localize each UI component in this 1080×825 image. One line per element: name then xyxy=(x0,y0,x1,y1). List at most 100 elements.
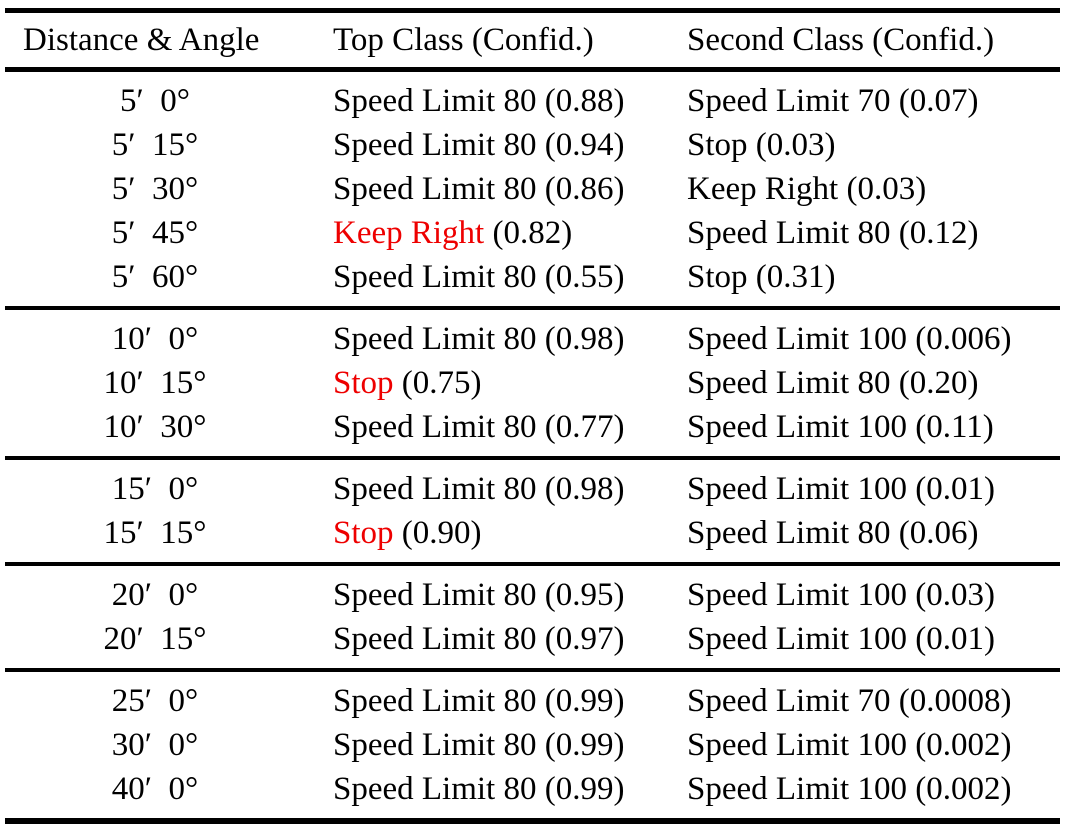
second-class-label: Speed Limit 100 xyxy=(687,771,907,807)
distance-angle-cell: 5′ 60° xyxy=(111,259,199,295)
second-class-label: Speed Limit 80 xyxy=(687,365,891,401)
top-class-confidence: (0.86) xyxy=(536,171,625,207)
second-class-cell: Speed Limit 70 (0.07) xyxy=(660,70,1060,124)
second-class-confidence: (0.20) xyxy=(890,365,979,401)
second-class-confidence: (0.002) xyxy=(906,771,1012,807)
distance-angle-cell: 30′ 0° xyxy=(111,727,199,763)
row-group-4: 20′ 0° Speed Limit 80 (0.95) Speed Limit 1… xyxy=(5,564,1060,670)
top-class-confidence: (0.55) xyxy=(536,259,625,295)
second-class-label: Speed Limit 100 xyxy=(687,409,907,445)
top-class-confidence: (0.82) xyxy=(484,215,573,251)
classification-results-table-figure: Distance & Angle Top Class (Confid.) Sec… xyxy=(5,8,1060,824)
top-class-cell: Speed Limit 80 (0.97) xyxy=(305,617,660,670)
second-class-cell: Speed Limit 100 (0.002) xyxy=(660,767,1060,821)
table-row: 10′ 30° Speed Limit 80 (0.77) Speed Limit … xyxy=(5,405,1060,458)
second-class-confidence: (0.03) xyxy=(747,127,836,163)
second-class-confidence: (0.03) xyxy=(838,171,927,207)
distance-angle-cell: 10′ 0° xyxy=(111,321,199,357)
second-class-label: Stop xyxy=(687,259,748,295)
second-class-cell: Speed Limit 100 (0.11) xyxy=(660,405,1060,458)
distance-angle-cell: 15′ 15° xyxy=(103,515,207,551)
top-class-confidence: (0.99) xyxy=(536,727,625,763)
table-row: 15′ 15° Stop (0.90) Speed Limit 80 (0.06) xyxy=(5,511,1060,564)
second-class-confidence: (0.12) xyxy=(890,215,979,251)
table-row: 10′ 15° Stop (0.75) Speed Limit 80 (0.20) xyxy=(5,361,1060,405)
top-class-confidence: (0.99) xyxy=(536,683,625,719)
top-class-cell: Keep Right (0.82) xyxy=(305,211,660,255)
second-class-label: Speed Limit 100 xyxy=(687,321,907,357)
top-class-label: Speed Limit 80 xyxy=(333,171,537,207)
second-class-cell: Speed Limit 100 (0.03) xyxy=(660,564,1060,617)
top-class-confidence: (0.88) xyxy=(536,83,625,119)
table-row: 40′ 0° Speed Limit 80 (0.99) Speed Limit 1… xyxy=(5,767,1060,821)
distance-angle-cell: 15′ 0° xyxy=(111,471,199,507)
top-class-cell: Speed Limit 80 (0.88) xyxy=(305,70,660,124)
top-class-cell: Speed Limit 80 (0.99) xyxy=(305,670,660,723)
top-class-confidence: (0.90) xyxy=(393,515,482,551)
second-class-label: Keep Right xyxy=(687,171,839,207)
top-class-cell: Stop (0.90) xyxy=(305,511,660,564)
second-class-confidence: (0.03) xyxy=(906,577,995,613)
second-class-label: Speed Limit 70 xyxy=(687,683,891,719)
table-row: 15′ 0° Speed Limit 80 (0.98) Speed Limit 1… xyxy=(5,458,1060,511)
header-row: Distance & Angle Top Class (Confid.) Sec… xyxy=(5,11,1060,70)
second-class-cell: Stop (0.03) xyxy=(660,123,1060,167)
table-row: 5′ 0° Speed Limit 80 (0.88) Speed Limit 70… xyxy=(5,70,1060,124)
row-group-2: 10′ 0° Speed Limit 80 (0.98) Speed Limit 1… xyxy=(5,308,1060,458)
second-class-confidence: (0.0008) xyxy=(890,683,1012,719)
second-class-cell: Speed Limit 70 (0.0008) xyxy=(660,670,1060,723)
distance-angle-cell: 20′ 0° xyxy=(111,577,199,613)
top-class-label: Speed Limit 80 xyxy=(333,577,537,613)
top-class-cell: Stop (0.75) xyxy=(305,361,660,405)
second-class-cell: Speed Limit 80 (0.20) xyxy=(660,361,1060,405)
top-class-label: Speed Limit 80 xyxy=(333,83,537,119)
table-row: 20′ 15° Speed Limit 80 (0.97) Speed Limit … xyxy=(5,617,1060,670)
top-class-cell: Speed Limit 80 (0.94) xyxy=(305,123,660,167)
top-class-label: Speed Limit 80 xyxy=(333,409,537,445)
second-class-cell: Speed Limit 100 (0.006) xyxy=(660,308,1060,361)
second-class-confidence: (0.07) xyxy=(890,83,979,119)
table-row: 5′ 15° Speed Limit 80 (0.94) Stop (0.03) xyxy=(5,123,1060,167)
top-class-cell: Speed Limit 80 (0.55) xyxy=(305,255,660,308)
results-table: Distance & Angle Top Class (Confid.) Sec… xyxy=(5,8,1060,824)
second-class-cell: Speed Limit 100 (0.002) xyxy=(660,723,1060,767)
second-class-confidence: (0.01) xyxy=(906,471,995,507)
distance-angle-cell: 5′ 30° xyxy=(111,171,199,207)
distance-angle-cell: 40′ 0° xyxy=(111,771,199,807)
top-class-confidence: (0.75) xyxy=(393,365,482,401)
second-class-cell: Keep Right (0.03) xyxy=(660,167,1060,211)
row-group-5: 25′ 0° Speed Limit 80 (0.99) Speed Limit 7… xyxy=(5,670,1060,821)
table-header: Distance & Angle Top Class (Confid.) Sec… xyxy=(5,11,1060,70)
col-header-distance-angle: Distance & Angle xyxy=(23,22,260,58)
second-class-label: Speed Limit 100 xyxy=(687,621,907,657)
top-class-label: Speed Limit 80 xyxy=(333,771,537,807)
table-row: 30′ 0° Speed Limit 80 (0.99) Speed Limit 1… xyxy=(5,723,1060,767)
top-class-confidence: (0.95) xyxy=(536,577,625,613)
top-class-label: Speed Limit 80 xyxy=(333,621,537,657)
top-class-label: Speed Limit 80 xyxy=(333,471,537,507)
distance-angle-cell: 5′ 0° xyxy=(120,83,190,119)
top-class-confidence: (0.77) xyxy=(536,409,625,445)
distance-angle-cell: 10′ 30° xyxy=(103,409,207,445)
second-class-label: Speed Limit 100 xyxy=(687,727,907,763)
top-class-label: Speed Limit 80 xyxy=(333,321,537,357)
distance-angle-cell: 20′ 15° xyxy=(103,621,207,657)
second-class-label: Speed Limit 80 xyxy=(687,515,891,551)
top-class-label: Speed Limit 80 xyxy=(333,683,537,719)
row-group-1: 5′ 0° Speed Limit 80 (0.88) Speed Limit 70… xyxy=(5,70,1060,309)
top-class-label: Keep Right xyxy=(333,215,485,251)
top-class-confidence: (0.94) xyxy=(536,127,625,163)
distance-angle-cell: 5′ 45° xyxy=(111,215,199,251)
second-class-confidence: (0.11) xyxy=(906,409,994,445)
second-class-label: Speed Limit 80 xyxy=(687,215,891,251)
top-class-cell: Speed Limit 80 (0.86) xyxy=(305,167,660,211)
second-class-label: Speed Limit 100 xyxy=(687,471,907,507)
top-class-label: Stop xyxy=(333,515,394,551)
table-row: 10′ 0° Speed Limit 80 (0.98) Speed Limit 1… xyxy=(5,308,1060,361)
second-class-label: Speed Limit 70 xyxy=(687,83,891,119)
top-class-label: Speed Limit 80 xyxy=(333,259,537,295)
top-class-cell: Speed Limit 80 (0.95) xyxy=(305,564,660,617)
table-row: 5′ 45° Keep Right (0.82) Speed Limit 80 (0… xyxy=(5,211,1060,255)
second-class-label: Speed Limit 100 xyxy=(687,577,907,613)
table-row: 25′ 0° Speed Limit 80 (0.99) Speed Limit 7… xyxy=(5,670,1060,723)
